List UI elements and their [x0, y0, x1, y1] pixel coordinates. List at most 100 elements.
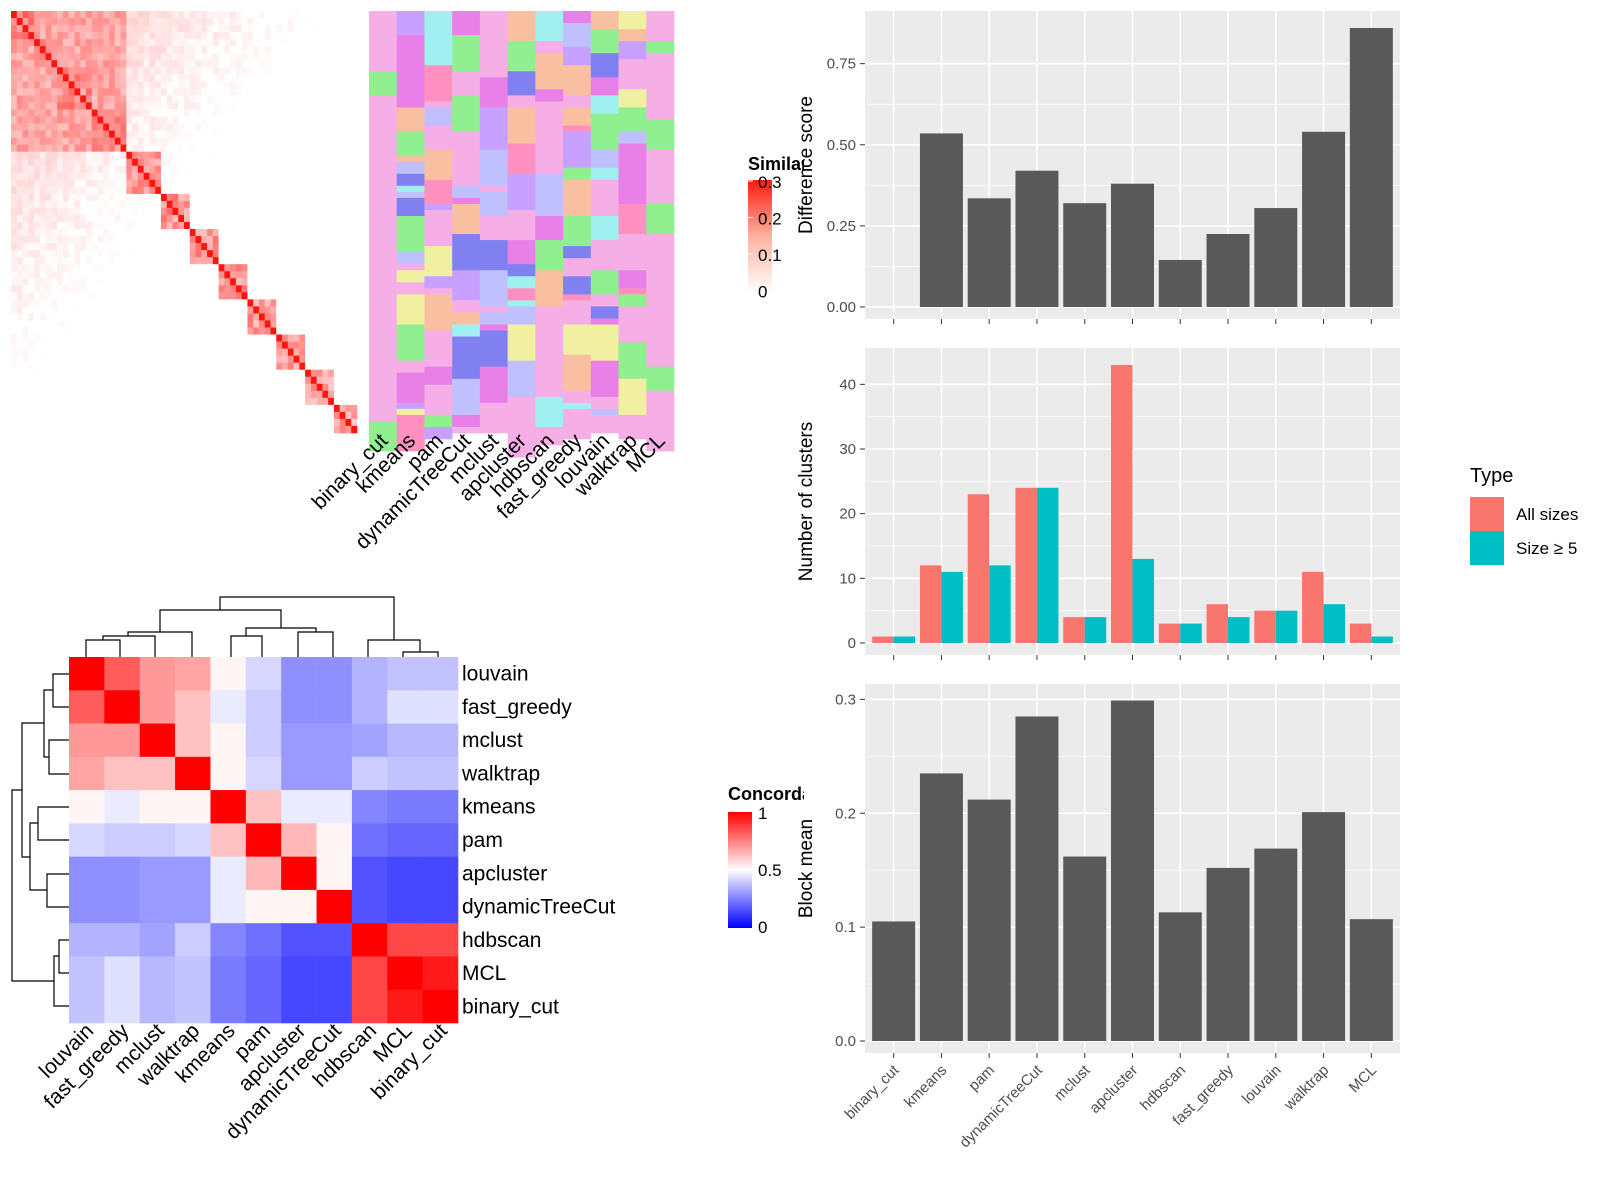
- similarity-cell: [328, 67, 335, 75]
- annotation-cell: [396, 191, 425, 199]
- similarity-cell: [34, 425, 41, 434]
- similarity-cell: [333, 179, 340, 188]
- similarity-cell: [201, 285, 208, 293]
- similarity-cell: [114, 158, 121, 167]
- similarity-cell: [270, 200, 277, 209]
- similarity-cell: [253, 11, 260, 19]
- similarity-cell: [80, 418, 87, 427]
- similarity-cell: [160, 46, 167, 54]
- similarity-cell: [155, 11, 162, 19]
- similarity-cell: [270, 313, 277, 321]
- similarity-cell: [241, 214, 248, 223]
- similarity-cell: [224, 165, 231, 174]
- similarity-cell: [80, 243, 87, 251]
- similarity-cell: [34, 60, 41, 68]
- similarity-cell: [120, 151, 127, 159]
- similarity-cell: [218, 355, 225, 363]
- similarity-cell: [333, 102, 340, 110]
- similarity-cell: [16, 257, 23, 265]
- similarity-cell: [126, 123, 133, 131]
- similarity-cell: [247, 137, 254, 145]
- similarity-cell: [276, 250, 283, 258]
- annotation-cell: [563, 23, 592, 48]
- annotation-cell: [590, 11, 619, 18]
- similarity-cell: [68, 425, 75, 434]
- similarity-cell: [258, 348, 266, 356]
- similarity-cell: [316, 193, 323, 202]
- similarity-cell: [247, 383, 254, 392]
- similarity-cell: [310, 32, 317, 40]
- similarity-cell: [178, 32, 185, 40]
- similarity-cell: [137, 193, 144, 202]
- similarity-cell: [293, 327, 300, 335]
- similarity-cell: [212, 39, 219, 47]
- similarity-cell: [68, 137, 75, 145]
- similarity-cell: [351, 123, 358, 131]
- similarity-cell: [172, 172, 179, 181]
- concordance-cell: [245, 956, 282, 991]
- annotation-cell: [369, 137, 398, 169]
- similarity-cell: [299, 11, 306, 19]
- similarity-cell: [258, 116, 266, 124]
- similarity-cell: [172, 418, 179, 427]
- similarity-cell: [212, 74, 219, 82]
- similarity-cell: [282, 348, 289, 356]
- similarity-cell: [339, 327, 346, 335]
- y-tick-label: 0.3: [835, 691, 856, 708]
- similarity-cell: [132, 186, 139, 195]
- similarity-cell: [91, 116, 98, 124]
- similarity-cell: [328, 11, 335, 19]
- similarity-cell: [178, 11, 185, 19]
- similarity-cell: [247, 81, 254, 89]
- similarity-cell: [207, 236, 214, 244]
- similarity-cell: [137, 123, 144, 131]
- similarity-cell: [114, 390, 121, 399]
- concordance-cell: [316, 956, 353, 991]
- similarity-cell: [166, 186, 173, 195]
- similarity-cell: [132, 404, 139, 413]
- similarity-cell: [126, 116, 133, 124]
- similarity-cell: [143, 39, 150, 47]
- similarity-cell: [224, 207, 231, 216]
- similarity-cell: [114, 418, 121, 427]
- similarity-cell: [351, 214, 358, 223]
- similarity-cell: [247, 334, 254, 342]
- similarity-cell: [97, 172, 104, 181]
- similarity-cell: [333, 193, 340, 202]
- similarity-cell: [333, 32, 340, 40]
- similarity-cell: [85, 109, 93, 117]
- similarity-cell: [172, 236, 179, 244]
- similarity-cell: [143, 383, 150, 392]
- similarity-cell: [51, 74, 58, 82]
- similarity-cell: [305, 390, 312, 399]
- similarity-cell: [103, 151, 110, 159]
- similarity-cell: [91, 425, 98, 434]
- similarity-cell: [328, 243, 335, 251]
- similarity-cell: [270, 425, 277, 434]
- similarity-cell: [137, 214, 144, 223]
- similarity-cell: [218, 243, 225, 251]
- similarity-cell: [160, 404, 167, 413]
- similarity-cell: [195, 11, 202, 19]
- similarity-cell: [339, 278, 346, 286]
- annotation-cell: [424, 107, 453, 126]
- similarity-cell: [345, 306, 352, 314]
- similarity-cell: [322, 144, 329, 152]
- similarity-cell: [339, 376, 346, 385]
- similarity-cell: [253, 214, 260, 223]
- similarity-cell: [305, 18, 312, 26]
- similarity-cell: [333, 74, 340, 82]
- similarity-cell: [57, 243, 64, 251]
- similarity-cell: [143, 355, 150, 363]
- similarity-cell: [189, 116, 196, 124]
- similarity-cell: [178, 186, 185, 195]
- similarity-cell: [264, 200, 271, 209]
- similarity-cell: [85, 327, 93, 335]
- similarity-cell: [305, 383, 312, 392]
- similarity-cell: [270, 327, 277, 335]
- similarity-cell: [62, 123, 69, 131]
- similarity-cell: [80, 404, 87, 413]
- similarity-cell: [264, 172, 271, 181]
- similarity-cell: [126, 257, 133, 265]
- similarity-cell: [224, 271, 231, 279]
